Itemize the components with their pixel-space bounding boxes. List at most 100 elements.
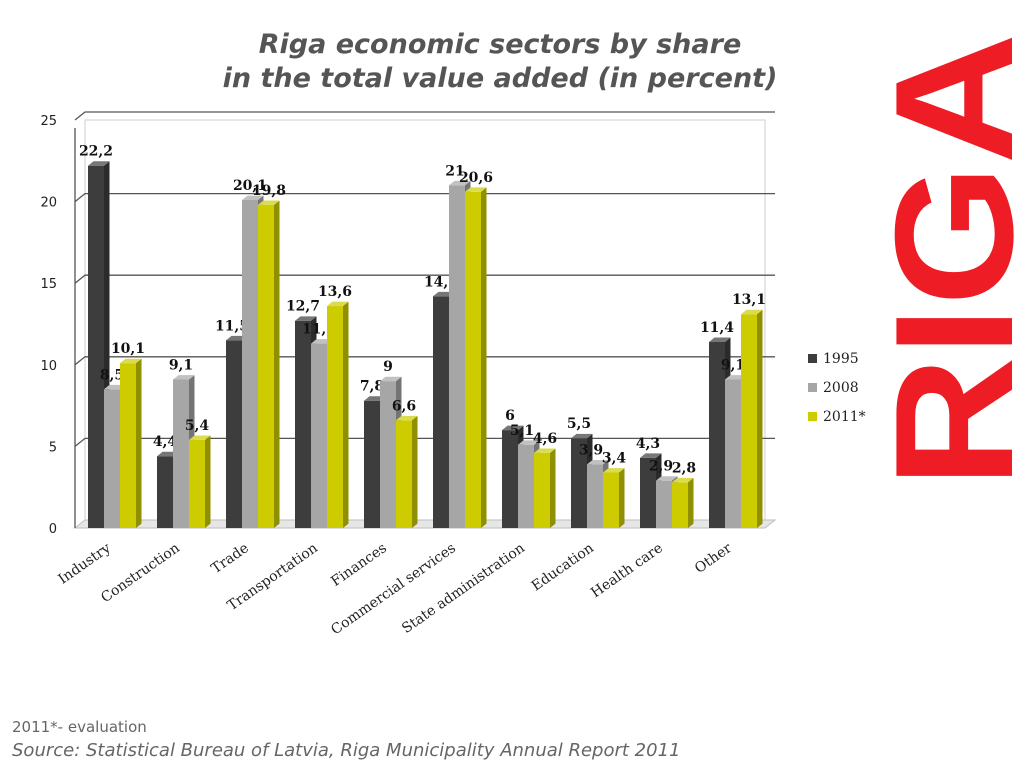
- bar-top: [173, 375, 195, 380]
- riga-logo: RIGA: [872, 33, 1024, 488]
- bar: [603, 472, 619, 528]
- bar-top: [656, 476, 678, 481]
- bar: [672, 482, 688, 528]
- legend-swatch-2011: [808, 412, 817, 421]
- data-label: 22,2: [79, 144, 113, 160]
- bar: [741, 314, 757, 528]
- x-category-label: Health care: [588, 540, 666, 601]
- bar: [709, 341, 725, 528]
- gridline: [74, 356, 775, 366]
- bar: [571, 438, 587, 528]
- bar-top: [295, 316, 317, 321]
- bar: [396, 420, 412, 528]
- gridline: [74, 192, 775, 203]
- data-label: 12,7: [286, 299, 320, 315]
- data-label: 6,6: [392, 398, 416, 414]
- bar-side: [688, 477, 694, 528]
- y-tick-label: 15: [40, 277, 57, 292]
- bar: [380, 381, 396, 528]
- bar-side: [550, 448, 556, 528]
- x-category-label: Education: [529, 540, 597, 594]
- bar: [449, 185, 465, 528]
- bar: [327, 306, 343, 528]
- data-label: 5,1: [510, 423, 534, 439]
- legend-item-2008: 2008: [808, 373, 866, 402]
- bar-top: [449, 180, 471, 186]
- bar: [640, 457, 656, 528]
- bar: [226, 340, 242, 528]
- bar-top: [242, 195, 264, 200]
- bar: [656, 480, 672, 528]
- bar-top: [571, 433, 593, 439]
- source-note: Source: Statistical Bureau of Latvia, Ri…: [12, 740, 681, 761]
- data-label: 8,5: [100, 367, 124, 383]
- data-label: 10,1: [111, 341, 145, 357]
- data-label: 4,3: [636, 436, 660, 452]
- legend-label-2008: 2008: [823, 379, 859, 396]
- bar: [502, 430, 518, 528]
- gridline: [74, 437, 775, 447]
- data-label: 20,1: [233, 178, 267, 194]
- data-label: 19,8: [252, 183, 286, 199]
- bar: [518, 444, 534, 528]
- y-tick-label: 20: [40, 196, 57, 211]
- gridline: [74, 111, 775, 121]
- bar-top: [587, 459, 609, 465]
- chart-title-line2: in the total value added (in percent): [222, 63, 778, 94]
- data-label: 7,8: [360, 379, 384, 395]
- chart-legend: 1995 2008 2011*: [808, 344, 866, 431]
- legend-label-2011: 2011*: [823, 408, 866, 425]
- data-label: 4,4: [153, 434, 178, 450]
- bar-top: [258, 200, 280, 205]
- data-label: 11,5: [215, 318, 249, 334]
- data-label: 5,5: [567, 416, 591, 432]
- bar-top: [380, 376, 402, 382]
- y-tick-label: 5: [49, 440, 57, 455]
- bar-side: [205, 435, 211, 528]
- bar: [295, 320, 311, 528]
- bar: [311, 343, 327, 528]
- y-tick-label: 0: [49, 522, 57, 537]
- bar-top: [189, 435, 211, 440]
- bar-top: [709, 337, 731, 342]
- bar-top: [502, 425, 524, 431]
- bar-top: [741, 309, 763, 315]
- data-label: 3,4: [602, 451, 627, 467]
- x-category-label: State administration: [399, 540, 528, 637]
- bar: [433, 296, 449, 528]
- bar: [120, 363, 136, 528]
- legend-swatch-1995: [808, 354, 817, 363]
- data-label: 11,4: [700, 320, 734, 336]
- legend-label-1995: 1995: [823, 350, 859, 367]
- legend-item-1995: 1995: [808, 344, 866, 373]
- bar: [88, 165, 104, 529]
- data-label: 9,1: [721, 357, 745, 373]
- bar: [104, 389, 120, 528]
- data-label: 21: [445, 163, 464, 179]
- y-tick-label: 25: [40, 114, 57, 129]
- footnote: 2011*- evaluation: [12, 718, 147, 736]
- bar: [258, 204, 274, 528]
- bar-side: [136, 358, 142, 528]
- bar-side: [274, 200, 280, 528]
- x-category-label: Trade: [209, 540, 252, 577]
- data-label: 5,4: [185, 418, 210, 434]
- bar: [725, 379, 741, 528]
- bar: [465, 191, 481, 529]
- bar: [587, 464, 603, 528]
- chart-title: Riga economic sectors by share in the to…: [150, 28, 850, 96]
- bar: [242, 199, 258, 528]
- data-label: 9: [383, 359, 393, 375]
- x-category-label: Commercial services: [328, 540, 459, 638]
- data-label: 2,9: [649, 459, 673, 475]
- bar-top: [88, 161, 110, 166]
- y-tick-label: 10: [40, 359, 57, 374]
- bar-chart: 0 5 10 15 20 25 22,2 8,5 10,1 Industry 4,4 9,1 5,4 Co…: [40, 111, 777, 638]
- x-category-label: Other: [692, 540, 735, 577]
- bar: [534, 452, 550, 528]
- data-label: 3,9: [579, 442, 603, 458]
- svg-text:RIGA: RIGA: [872, 33, 1024, 488]
- bar-side: [343, 301, 349, 528]
- legend-swatch-2008: [808, 383, 817, 392]
- data-label: 2,8: [672, 460, 696, 476]
